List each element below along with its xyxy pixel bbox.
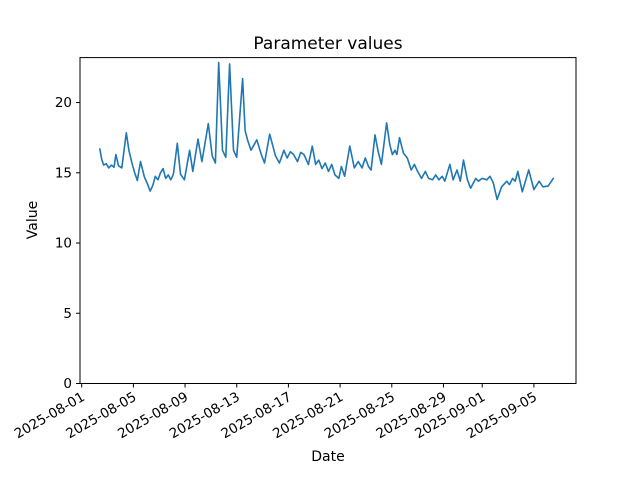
y-tick-label: 20: [55, 95, 72, 111]
y-axis-ticks: 0 5 10 15 20: [55, 95, 80, 392]
x-axis-ticks: 2025-08-012025-08-052025-08-092025-08-13…: [12, 383, 540, 442]
y-axis-label: Value: [25, 201, 41, 239]
y-tick-label: 5: [63, 306, 72, 322]
x-axis-label: Date: [311, 449, 344, 465]
y-tick-label: 0: [63, 376, 72, 392]
plot-area: [79, 57, 577, 384]
data-line: [99, 61, 555, 201]
chart-title: Parameter values: [253, 34, 402, 54]
y-tick-label: 15: [55, 165, 72, 181]
y-tick-label: 10: [55, 236, 72, 252]
